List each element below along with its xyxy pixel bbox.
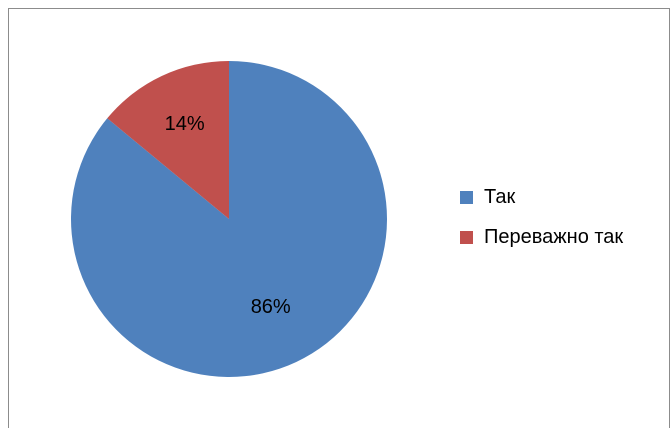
legend-item-perevazhno-tak: Переважно так	[460, 226, 623, 248]
legend-swatch-perevazhno-tak	[460, 230, 473, 244]
pie-slice-perevazhno-tak	[107, 61, 229, 219]
data-label-perevazhno-tak: 14%	[165, 113, 205, 135]
data-label-tak: 86%	[251, 296, 291, 318]
pie-data-labels: 86% 14%	[165, 113, 291, 318]
legend-label-tak: Так	[484, 185, 516, 208]
pie-slice-tak	[70, 61, 387, 377]
legend-item-tak: Так	[460, 186, 623, 208]
legend: Так Переважно так	[460, 186, 623, 266]
pie-slices	[70, 61, 387, 377]
legend-label-perevazhno-tak: Переважно так	[484, 225, 624, 248]
legend-swatch-tak	[460, 190, 473, 204]
